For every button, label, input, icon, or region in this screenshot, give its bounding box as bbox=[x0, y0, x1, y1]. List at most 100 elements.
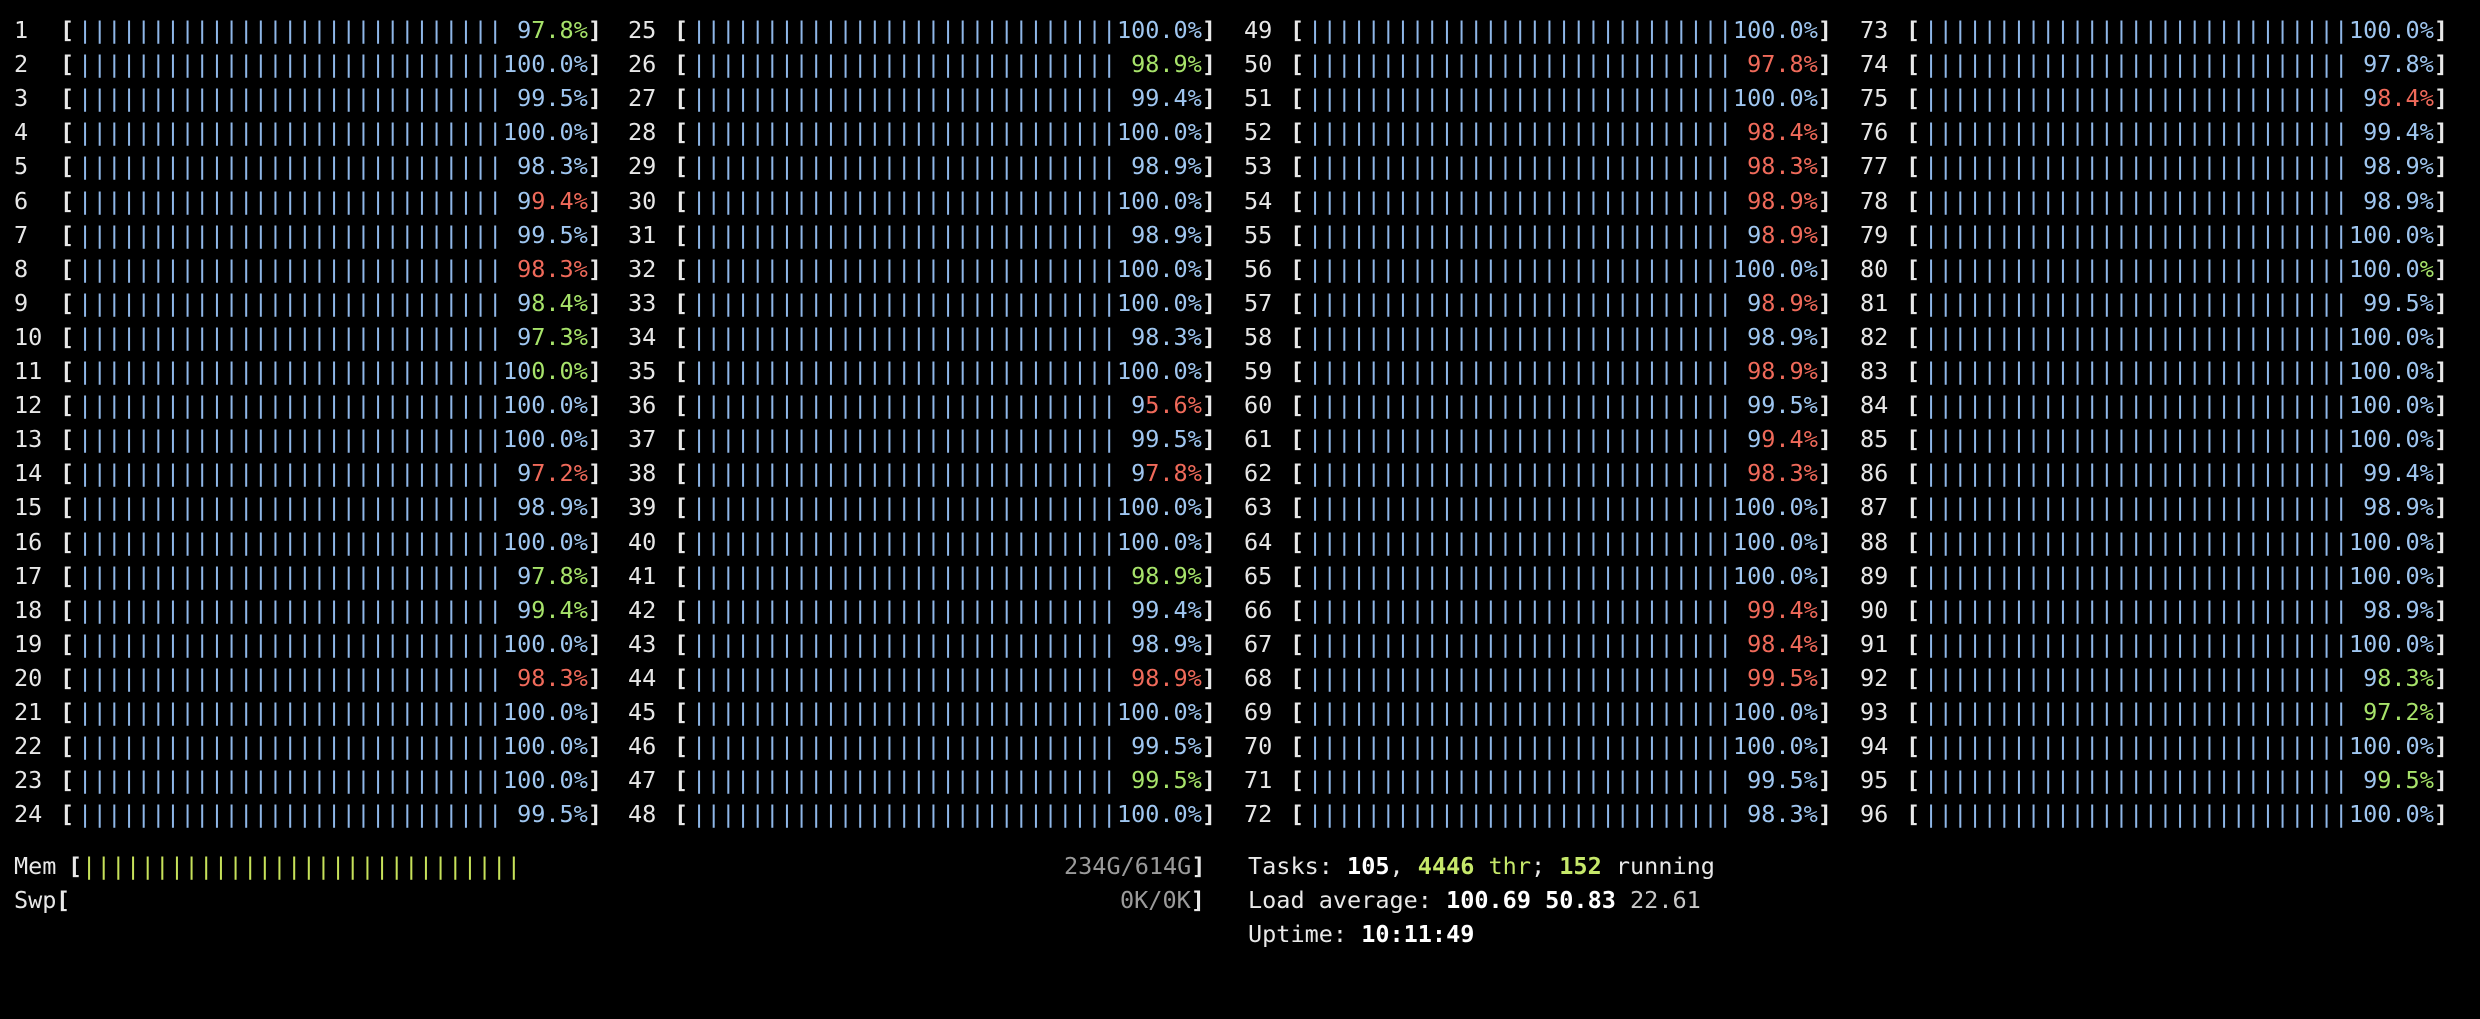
bracket-open: [ bbox=[60, 663, 75, 692]
bracket-open: [ bbox=[674, 527, 689, 556]
cpu-number: 32 bbox=[628, 254, 657, 283]
cpu-meter-row: 85 [|||||||||||||||||||||||||||||||||||||… bbox=[1860, 422, 2460, 456]
bracket-open: [ bbox=[1906, 322, 1921, 351]
cpu-usage-bar: |||||||||||||||||||||||||||||||||||||||| bbox=[78, 50, 498, 79]
bracket-open: [ bbox=[1906, 459, 1921, 488]
cpu-number: 94 bbox=[1860, 732, 1889, 761]
cpu-number: 10 bbox=[14, 322, 43, 351]
cpu-percent: 100.0%] bbox=[502, 391, 602, 420]
bracket-open: [ bbox=[674, 50, 689, 79]
bracket-open: [ bbox=[60, 322, 75, 351]
bracket-open: [ bbox=[60, 698, 75, 726]
cpu-percent: 100.0%] bbox=[1116, 288, 1216, 317]
cpu-usage-bar: |||||||||||||||||||||||||||||||||||||||| bbox=[692, 732, 1112, 761]
cpu-percent: 100.0%] bbox=[2348, 16, 2448, 44]
bracket-open: [ bbox=[60, 152, 75, 181]
cpu-usage-bar: |||||||||||||||||||||||||||||||||||||||| bbox=[1924, 322, 2344, 351]
cpu-usage-bar: |||||||||||||||||||||||||||||||||||||||| bbox=[692, 561, 1112, 590]
cpu-number: 74 bbox=[1860, 50, 1889, 79]
cpu-percent: 97.8%] bbox=[1747, 50, 1832, 79]
cpu-meter-row: 95 [|||||||||||||||||||||||||||||||||||||… bbox=[1860, 763, 2460, 797]
cpu-meter-row: 71 [|||||||||||||||||||||||||||||||||||||… bbox=[1244, 763, 1844, 797]
cpu-percent: 98.3%] bbox=[517, 152, 602, 181]
cpu-usage-bar: |||||||||||||||||||||||||||||||||||||||| bbox=[78, 16, 498, 44]
swap-bracket-open: [ bbox=[56, 886, 71, 914]
cpu-percent: 98.9%] bbox=[2363, 152, 2448, 181]
cpu-meter-row: 56 [|||||||||||||||||||||||||||||||||||||… bbox=[1244, 252, 1844, 286]
cpu-number: 85 bbox=[1860, 425, 1889, 454]
cpu-number: 15 bbox=[14, 493, 43, 522]
cpu-number: 75 bbox=[1860, 84, 1889, 113]
bracket-open: [ bbox=[674, 766, 689, 795]
cpu-meter-row: 15 [|||||||||||||||||||||||||||||||||||||… bbox=[14, 490, 614, 524]
cpu-percent: 100.0%] bbox=[2348, 322, 2448, 351]
cpu-number: 58 bbox=[1244, 322, 1273, 351]
cpu-usage-bar: |||||||||||||||||||||||||||||||||||||||| bbox=[1308, 357, 1728, 385]
bracket-open: [ bbox=[60, 459, 75, 488]
cpu-usage-bar: |||||||||||||||||||||||||||||||||||||||| bbox=[1924, 391, 2344, 420]
cpu-percent: 99.4%] bbox=[517, 595, 602, 624]
cpu-meter-row: 31 [|||||||||||||||||||||||||||||||||||||… bbox=[628, 218, 1228, 252]
cpu-percent: 99.5%] bbox=[1131, 732, 1216, 761]
swap-value: 0K/0K] bbox=[1120, 886, 1205, 914]
cpu-meter-row: 42 [|||||||||||||||||||||||||||||||||||||… bbox=[628, 593, 1228, 627]
swap-meter: Swp [ 0K/0K] bbox=[14, 883, 1214, 917]
cpu-usage-bar: |||||||||||||||||||||||||||||||||||||||| bbox=[1924, 118, 2344, 147]
bracket-open: [ bbox=[674, 561, 689, 590]
cpu-usage-bar: |||||||||||||||||||||||||||||||||||||||| bbox=[692, 800, 1112, 829]
cpu-usage-bar: |||||||||||||||||||||||||||||||||||||||| bbox=[1308, 254, 1728, 283]
cpu-usage-bar: |||||||||||||||||||||||||||||||||||||||| bbox=[78, 391, 498, 420]
cpu-number: 92 bbox=[1860, 663, 1889, 692]
cpu-usage-bar: |||||||||||||||||||||||||||||||||||||||| bbox=[78, 254, 498, 283]
cpu-usage-bar: |||||||||||||||||||||||||||||||||||||||| bbox=[692, 527, 1112, 556]
cpu-meter-row: 3 [||||||||||||||||||||||||||||||||||||||… bbox=[14, 81, 614, 115]
cpu-usage-bar: |||||||||||||||||||||||||||||||||||||||| bbox=[692, 152, 1112, 181]
cpu-percent: 98.4%] bbox=[2363, 84, 2448, 113]
cpu-usage-bar: |||||||||||||||||||||||||||||||||||||||| bbox=[1308, 220, 1728, 249]
cpu-usage-bar: |||||||||||||||||||||||||||||||||||||||| bbox=[692, 186, 1112, 215]
cpu-meter-row: 46 [|||||||||||||||||||||||||||||||||||||… bbox=[628, 729, 1228, 763]
cpu-meter-row: 2 [||||||||||||||||||||||||||||||||||||||… bbox=[14, 47, 614, 81]
cpu-meter-row: 87 [|||||||||||||||||||||||||||||||||||||… bbox=[1860, 490, 2460, 524]
cpu-meter-row: 91 [|||||||||||||||||||||||||||||||||||||… bbox=[1860, 627, 2460, 661]
cpu-number: 2 bbox=[14, 50, 29, 79]
cpu-number: 51 bbox=[1244, 84, 1273, 113]
cpu-meter-row: 39 [|||||||||||||||||||||||||||||||||||||… bbox=[628, 490, 1228, 524]
cpu-usage-bar: |||||||||||||||||||||||||||||||||||||||| bbox=[1924, 629, 2344, 658]
cpu-meter-row: 92 [|||||||||||||||||||||||||||||||||||||… bbox=[1860, 661, 2460, 695]
cpu-usage-bar: |||||||||||||||||||||||||||||||||||||||| bbox=[1924, 732, 2344, 761]
cpu-number: 66 bbox=[1244, 595, 1273, 624]
cpu-usage-bar: |||||||||||||||||||||||||||||||||||||||| bbox=[1924, 527, 2344, 556]
cpu-percent: 99.4%] bbox=[1747, 595, 1832, 624]
cpu-percent: 100.0%] bbox=[2348, 220, 2448, 249]
cpu-meter-row: 64 [|||||||||||||||||||||||||||||||||||||… bbox=[1244, 525, 1844, 559]
cpu-number: 3 bbox=[14, 84, 29, 113]
uptime-line: Uptime: 10:11:49 bbox=[1248, 920, 1475, 948]
cpu-meter-row: 28 [|||||||||||||||||||||||||||||||||||||… bbox=[628, 115, 1228, 149]
bracket-open: [ bbox=[674, 800, 689, 829]
cpu-meter-row: 81 [|||||||||||||||||||||||||||||||||||||… bbox=[1860, 286, 2460, 320]
cpu-meter-row: 14 [|||||||||||||||||||||||||||||||||||||… bbox=[14, 456, 614, 490]
bracket-open: [ bbox=[1906, 493, 1921, 522]
cpu-number: 35 bbox=[628, 357, 657, 385]
cpu-meter-row: 44 [|||||||||||||||||||||||||||||||||||||… bbox=[628, 661, 1228, 695]
cpu-usage-bar: |||||||||||||||||||||||||||||||||||||||| bbox=[1308, 527, 1728, 556]
cpu-number: 9 bbox=[14, 288, 29, 317]
cpu-number: 6 bbox=[14, 186, 29, 215]
bracket-open: [ bbox=[60, 595, 75, 624]
cpu-usage-bar: |||||||||||||||||||||||||||||||||||||||| bbox=[1924, 50, 2344, 79]
cpu-usage-bar: |||||||||||||||||||||||||||||||||||||||| bbox=[78, 663, 498, 692]
cpu-percent: 98.9%] bbox=[517, 493, 602, 522]
cpu-number: 12 bbox=[14, 391, 43, 420]
memory-meter: Mem [ |||||||||||||||||||||||||||||| 234… bbox=[14, 849, 1214, 883]
bracket-open: [ bbox=[60, 561, 75, 590]
cpu-usage-bar: |||||||||||||||||||||||||||||||||||||||| bbox=[78, 322, 498, 351]
cpu-number: 11 bbox=[14, 357, 43, 385]
cpu-usage-bar: |||||||||||||||||||||||||||||||||||||||| bbox=[692, 663, 1112, 692]
cpu-usage-bar: |||||||||||||||||||||||||||||||||||||||| bbox=[78, 357, 498, 385]
cpu-meter-row: 53 [|||||||||||||||||||||||||||||||||||||… bbox=[1244, 149, 1844, 183]
bracket-open: [ bbox=[1906, 118, 1921, 147]
bracket-open: [ bbox=[1906, 357, 1921, 385]
bracket-open: [ bbox=[1906, 595, 1921, 624]
load-average-line: Load average: 100.69 50.83 22.61 bbox=[1248, 886, 1701, 914]
